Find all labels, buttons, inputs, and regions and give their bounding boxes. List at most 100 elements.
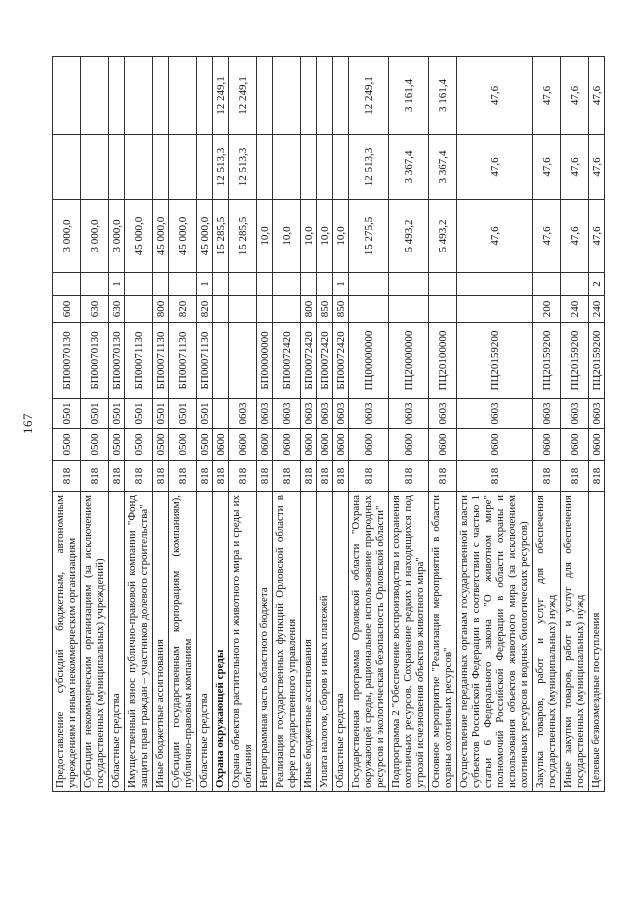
cell-name: Реализация государственных функций Орлов… — [272, 491, 301, 792]
cell-grbs: 818 — [316, 460, 333, 492]
cell-rz: 0600 — [388, 428, 429, 461]
table-row: Непрограммная часть областного бюджета 81… — [256, 56, 273, 792]
cell-rz: 0500 — [152, 428, 169, 461]
table-row: Подпрограмма 2 "Обеспечение воспроизводс… — [388, 56, 429, 792]
cell-y3 — [152, 56, 169, 135]
table-row: Охрана окружающей среды 818 0600 15 285,5 12… — [212, 56, 229, 792]
table-row: Основное мероприятие "Реализация меропри… — [428, 56, 457, 792]
cell-y2: 12 513,3 — [348, 134, 389, 200]
cell-y1: 5 493,2 — [388, 199, 429, 273]
cell-name: Охрана окружающей среды — [212, 491, 229, 792]
cell-rz: 0500 — [80, 428, 109, 461]
cell-vr: 240 — [560, 295, 589, 323]
cell-rz: 0500 — [168, 428, 197, 461]
cell-csr: ПЦ20159200 — [532, 322, 561, 399]
cell-vr: 820 — [168, 295, 197, 323]
cell-vr — [348, 295, 389, 323]
cell-pr: 0501 — [108, 398, 125, 429]
cell-rz: 0600 — [588, 428, 605, 461]
cell-vr: 800 — [152, 295, 169, 323]
cell-name: Иные закупки товаров, работ и услуг для … — [560, 491, 589, 792]
cell-grbs: 818 — [152, 460, 169, 492]
cell-rz: 0600 — [532, 428, 561, 461]
cell-pr: 0603 — [300, 398, 317, 429]
table-row: Охрана объектов растительного и животног… — [228, 56, 257, 792]
cell-y1: 47,6 — [456, 199, 533, 273]
cell-vr: 200 — [532, 295, 561, 323]
cell-vr: 240 — [588, 295, 605, 323]
cell-src: 1 — [332, 272, 349, 296]
table-row: Областные средства 818 0600 0603 БП00072420 8… — [332, 56, 349, 792]
cell-pr: 0603 — [588, 398, 605, 429]
cell-y2 — [316, 134, 333, 200]
cell-vr — [388, 295, 429, 323]
cell-name: Субсидии некоммерческим организациям (за… — [80, 491, 109, 792]
cell-csr: ПЦ00000000 — [348, 322, 389, 399]
table-row: Субсидии некоммерческим организациям (за… — [80, 56, 109, 792]
cell-src — [348, 272, 389, 296]
table-row: Закупка товаров, работ и услуг для обесп… — [532, 56, 561, 792]
table-row: Осуществление переданных органам государ… — [456, 56, 533, 792]
cell-y2: 3 367,4 — [388, 134, 429, 200]
cell-vr — [228, 295, 257, 323]
cell-vr: 820 — [196, 295, 213, 323]
table-row: Уплата налогов, сборов и иных платежей 81… — [316, 56, 333, 792]
table-row: Государственная программа Орловской обла… — [348, 56, 389, 792]
cell-grbs: 818 — [272, 460, 301, 492]
cell-grbs: 818 — [332, 460, 349, 492]
cell-rz: 0600 — [348, 428, 389, 461]
table-row: Иные закупки товаров, работ и услуг для … — [560, 56, 589, 792]
cell-csr: БП00000000 — [256, 322, 273, 399]
cell-pr: 0603 — [332, 398, 349, 429]
table-row: Иные бюджетные ассигнования 818 0600 0603 БП… — [300, 56, 317, 792]
cell-csr: БП00071130 — [152, 322, 169, 399]
cell-pr: 0501 — [124, 398, 153, 429]
cell-csr: БП00071130 — [196, 322, 213, 399]
cell-csr: БП00072420 — [272, 322, 301, 399]
cell-vr: 850 — [332, 295, 349, 323]
cell-name: Предоставление субсидий бюджетным, автон… — [52, 491, 81, 792]
budget-expenditure-table: Предоставление субсидий бюджетным, автон… — [52, 56, 605, 792]
cell-src — [456, 272, 533, 296]
cell-y1: 10,0 — [332, 199, 349, 273]
cell-y3: 3 161,4 — [388, 56, 429, 135]
cell-y1: 15 275,5 — [348, 199, 389, 273]
cell-y1: 15 285,5 — [228, 199, 257, 273]
cell-y1: 45 000,0 — [196, 199, 213, 273]
cell-y2 — [168, 134, 197, 200]
cell-y1: 3 000,0 — [80, 199, 109, 273]
cell-name: Областные средства — [332, 491, 349, 792]
cell-src — [300, 272, 317, 296]
cell-name: Государственная программа Орловской обла… — [348, 491, 389, 792]
cell-grbs: 818 — [348, 460, 389, 492]
cell-y2 — [272, 134, 301, 200]
cell-name: Уплата налогов, сборов и иных платежей — [316, 491, 333, 792]
cell-y2: 12 513,3 — [212, 134, 229, 200]
table-row: Реализация государственных функций Орлов… — [272, 56, 301, 792]
cell-grbs: 818 — [456, 460, 533, 492]
table-row: Субсидии государственным корпорациям (ко… — [168, 56, 197, 792]
cell-y1: 47,6 — [560, 199, 589, 273]
cell-grbs: 818 — [388, 460, 429, 492]
cell-y3: 12 249,1 — [228, 56, 257, 135]
cell-src — [228, 272, 257, 296]
cell-pr: 0603 — [560, 398, 589, 429]
cell-csr: ПЦ20000000 — [388, 322, 429, 399]
cell-y2 — [108, 134, 125, 200]
cell-csr: БП00071130 — [124, 322, 153, 399]
cell-csr: БП00070130 — [52, 322, 81, 399]
cell-y1: 47,6 — [532, 199, 561, 273]
cell-y3: 12 249,1 — [212, 56, 229, 135]
cell-name: Закупка товаров, работ и услуг для обесп… — [532, 491, 561, 792]
cell-csr: БП00071130 — [168, 322, 197, 399]
cell-y2: 47,6 — [560, 134, 589, 200]
cell-grbs: 818 — [168, 460, 197, 492]
cell-name: Имущественный взнос публично-правовой ко… — [124, 491, 153, 792]
cell-y2: 47,6 — [588, 134, 605, 200]
cell-pr: 0603 — [456, 398, 533, 429]
cell-y3: 12 249,1 — [348, 56, 389, 135]
cell-vr: 630 — [80, 295, 109, 323]
cell-vr: 800 — [300, 295, 317, 323]
cell-src — [428, 272, 457, 296]
cell-csr — [228, 322, 257, 399]
